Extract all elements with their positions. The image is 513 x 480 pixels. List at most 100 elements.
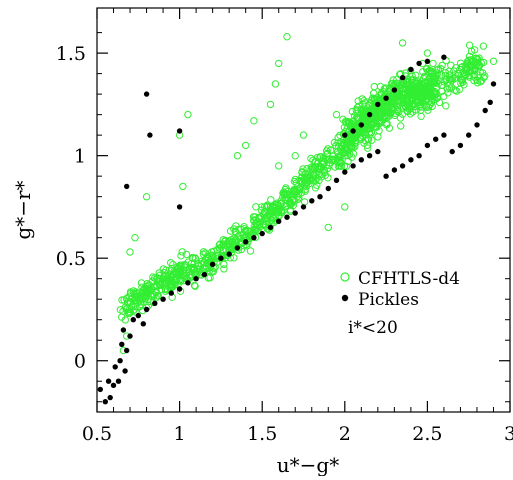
- cfhtls-point: [489, 57, 498, 65]
- pickles-point: [408, 66, 414, 73]
- cfhtls-point: [125, 308, 134, 316]
- pickles-point: [375, 148, 381, 155]
- cfhtls-point: [165, 283, 174, 292]
- pickles-point: [276, 218, 282, 224]
- cfhtls-point: [419, 81, 427, 89]
- cfhtls-point: [178, 248, 186, 256]
- cfhtls-point: [252, 223, 260, 232]
- cfhtls-point: [242, 141, 250, 150]
- pickles-point: [424, 142, 431, 149]
- cfhtls-point: [324, 174, 332, 182]
- cfhtls-point: [457, 75, 465, 83]
- x-tick-label: 0.5: [82, 423, 112, 445]
- cfhtls-point: [388, 79, 397, 88]
- cfhtls-point: [358, 100, 367, 109]
- cfhtls-point: [437, 71, 446, 79]
- cfhtls-point: [370, 89, 378, 98]
- cfhtls-point: [137, 279, 146, 287]
- cfhtls-point: [479, 42, 488, 50]
- pickles-point: [366, 153, 373, 159]
- cfhtls-point: [404, 76, 412, 84]
- cfhtls-point: [451, 71, 459, 79]
- cfhtls-point: [470, 65, 478, 74]
- plot-frame: [96, 7, 511, 413]
- cfhtls-point: [385, 124, 394, 132]
- cfhtls-point: [309, 176, 317, 184]
- cfhtls-point: [442, 76, 450, 84]
- cfhtls-point: [397, 122, 405, 130]
- pickles-point: [333, 177, 340, 183]
- cfhtls-point: [162, 266, 170, 274]
- cfhtls-point: [465, 41, 474, 49]
- cfhtls-point: [348, 136, 356, 144]
- cfhtls-point: [246, 227, 254, 236]
- cfhtls-point: [293, 193, 301, 201]
- cfhtls-point: [271, 80, 280, 88]
- cfhtls-point: [391, 111, 399, 120]
- cfhtls-point: [200, 258, 208, 266]
- cfhtls-point: [348, 141, 356, 149]
- pickles-point: [112, 364, 118, 370]
- cfhtls-point: [169, 282, 177, 290]
- y-tick-label: 0: [74, 351, 86, 373]
- cfhtls-point: [180, 269, 188, 277]
- pickles-point: [399, 163, 406, 169]
- cfhtls-point: [289, 201, 297, 210]
- cfhtls-point: [471, 46, 479, 54]
- pickles-point: [124, 183, 130, 190]
- x-tick-label: 2: [339, 423, 351, 445]
- cfhtls-point: [266, 202, 275, 210]
- pickles-point: [490, 81, 497, 87]
- cfhtls-point: [343, 147, 351, 155]
- cfhtls-point: [477, 76, 486, 85]
- cfhtls-point: [345, 119, 354, 127]
- cfhtls-point: [177, 252, 185, 260]
- cfhtls-point: [341, 203, 349, 211]
- cfhtls-point: [476, 78, 485, 86]
- legend-marker-pickles: [341, 294, 349, 302]
- pickles-point: [160, 296, 166, 302]
- legend-label-cfhtls: CFHTLS-d4: [358, 269, 460, 289]
- pickles-point: [102, 399, 109, 405]
- cfhtls-point: [133, 289, 141, 298]
- cfhtls-point: [300, 198, 309, 206]
- cfhtls-point: [181, 260, 189, 269]
- pickles-point: [243, 239, 249, 245]
- cfhtls-point: [328, 156, 337, 165]
- cfhtls-point: [456, 85, 464, 94]
- cfhtls-point: [417, 112, 425, 121]
- pickles-point: [433, 136, 439, 142]
- pickles-point: [110, 382, 117, 388]
- cfhtls-point: [364, 144, 372, 152]
- cfhtls-point: [425, 74, 434, 83]
- cfhtls-point: [189, 254, 197, 262]
- cfhtls-point: [123, 304, 132, 312]
- pickles-point: [441, 54, 447, 60]
- cfhtls-point: [275, 162, 283, 170]
- cfhtls-point: [425, 81, 433, 90]
- cfhtls-point: [384, 107, 392, 116]
- y-axis-label: g*−r*: [11, 180, 35, 239]
- cfhtls-point: [167, 259, 175, 267]
- series-cfhtls-d4: [116, 33, 498, 355]
- pickles-point: [193, 276, 199, 282]
- pickles-point: [130, 317, 136, 323]
- cfhtls-point: [215, 241, 224, 249]
- cfhtls-point: [430, 72, 438, 81]
- cfhtls-point: [156, 281, 165, 289]
- cfhtls-point: [392, 101, 400, 109]
- cfhtls-point: [429, 59, 437, 68]
- cfhtls-point: [416, 89, 424, 98]
- cfhtls-point: [179, 182, 187, 191]
- cfhtls-point: [348, 107, 357, 116]
- cfhtls-point: [473, 55, 481, 63]
- cfhtls-point: [280, 188, 288, 196]
- pickles-point: [342, 169, 348, 175]
- pickles-point: [209, 261, 216, 267]
- cfhtls-point: [221, 236, 230, 245]
- cfhtls-point: [309, 156, 317, 165]
- cfhtls-point: [174, 270, 183, 278]
- cfhtls-point: [298, 188, 306, 197]
- cfhtls-point: [332, 141, 340, 150]
